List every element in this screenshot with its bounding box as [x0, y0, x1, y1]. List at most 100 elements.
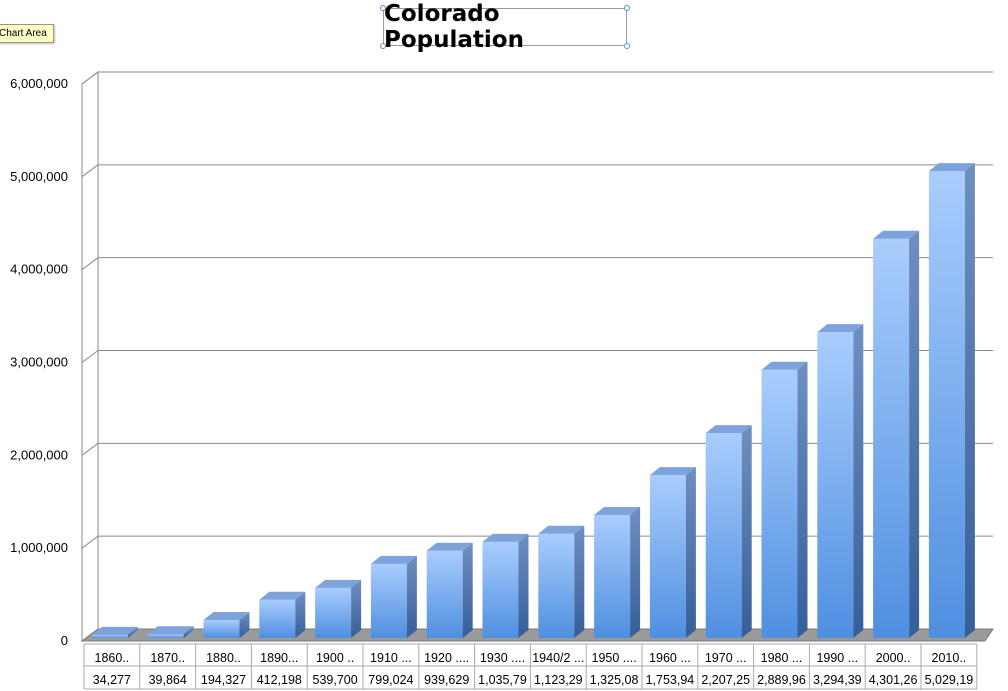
- bar-side: [462, 542, 473, 638]
- y-tick-label: 0: [61, 633, 68, 648]
- category-label: 1940/2 ...: [532, 651, 584, 665]
- bar-top: [873, 230, 920, 239]
- category-label: 1930 ....: [480, 651, 525, 665]
- category-label: 1950 ....: [592, 651, 637, 665]
- bar-top: [817, 324, 864, 333]
- category-label: 1910 ...: [370, 651, 412, 665]
- gridline-diagonal: [81, 164, 99, 178]
- gridline-diagonal: [81, 442, 99, 456]
- bar: [203, 611, 250, 638]
- category-label: 1890...: [260, 651, 298, 665]
- category-label: 1860..: [95, 651, 130, 665]
- bar-side: [295, 591, 306, 638]
- bar-front: [928, 171, 965, 638]
- data-label: 412,198: [257, 673, 302, 687]
- bar-top: [761, 361, 808, 370]
- data-label: 4,301,26: [869, 673, 918, 687]
- bar: [91, 626, 138, 638]
- bar-top: [259, 591, 306, 600]
- data-label: 1,035,79: [478, 673, 527, 687]
- bar-top: [649, 467, 696, 476]
- bar-front: [538, 533, 575, 638]
- bar: [315, 579, 362, 638]
- category-label: 1960 ...: [649, 651, 691, 665]
- bar: [649, 467, 696, 638]
- bar: [928, 163, 975, 638]
- bar-front: [203, 619, 240, 638]
- bar-side: [797, 361, 808, 638]
- bar: [873, 230, 920, 639]
- bar-side: [183, 626, 194, 638]
- bar-front: [649, 475, 686, 638]
- category-label: 1880..: [206, 651, 241, 665]
- category-label: 1970 ...: [705, 651, 747, 665]
- bar-side: [741, 425, 752, 638]
- data-label: 2,207,25: [701, 673, 750, 687]
- bar-side: [239, 611, 250, 638]
- bar: [426, 542, 473, 638]
- resize-handle-bottom-right[interactable]: [624, 43, 630, 49]
- y-tick-label: 5,000,000: [10, 169, 68, 184]
- bar-top: [370, 555, 417, 564]
- bar-front: [594, 514, 631, 638]
- bar-top: [315, 579, 362, 588]
- bar-front: [482, 541, 519, 638]
- chart-title-box[interactable]: Colorado Population: [380, 1, 630, 53]
- bar-top: [147, 626, 194, 635]
- resize-handle-top-left[interactable]: [380, 5, 386, 11]
- bar-side: [685, 467, 696, 638]
- y-tick-label: 3,000,000: [10, 355, 68, 370]
- bar-front: [705, 433, 742, 638]
- data-label: 799,024: [368, 673, 413, 687]
- bar-top: [426, 542, 473, 551]
- bar-front: [259, 599, 296, 638]
- category-label: 1870..: [150, 651, 185, 665]
- resize-handle-top-right[interactable]: [624, 5, 630, 11]
- bar-front: [817, 332, 854, 638]
- bar-side: [853, 324, 864, 638]
- category-label: 2000..: [876, 651, 911, 665]
- data-label: 39,864: [149, 673, 187, 687]
- y-tick-label: 6,000,000: [10, 76, 68, 91]
- data-label: 5,029,19: [925, 673, 974, 687]
- chart-area-tooltip: Chart Area: [0, 24, 54, 43]
- data-table: 1860.. 34,277 1870.. 39,864 1880.. 194,327 189…: [83, 643, 978, 690]
- bar: [370, 555, 417, 638]
- bar-top: [928, 163, 975, 172]
- bar: [259, 591, 306, 638]
- data-label: 1,753,94: [646, 673, 695, 687]
- bar: [147, 626, 194, 638]
- gridline-diagonal: [81, 535, 99, 549]
- bar-side: [964, 163, 975, 638]
- bar: [817, 324, 864, 638]
- bar-front: [91, 634, 128, 638]
- bar-front: [873, 238, 910, 639]
- bar-front: [315, 587, 352, 638]
- bar-front: [426, 550, 463, 638]
- bar-front: [761, 369, 798, 638]
- bar-top: [482, 533, 529, 542]
- data-label: 194,327: [201, 673, 246, 687]
- bar: [482, 533, 529, 638]
- bar-top: [594, 506, 641, 515]
- y-tick-label: 2,000,000: [10, 447, 68, 462]
- bar: [538, 525, 585, 638]
- data-label: 2,889,96: [757, 673, 806, 687]
- category-label: 1990 ...: [816, 651, 858, 665]
- data-label: 1,325,08: [590, 673, 639, 687]
- category-label: 2010..: [932, 651, 967, 665]
- bars: [91, 163, 975, 639]
- resize-handle-bottom-left[interactable]: [380, 43, 386, 49]
- data-label: 539,700: [313, 673, 358, 687]
- category-label: 1900 ..: [316, 651, 354, 665]
- bar-top: [91, 626, 138, 635]
- data-label: 3,294,39: [813, 673, 862, 687]
- bar-side: [574, 525, 585, 638]
- chart-title: Colorado Population: [384, 1, 524, 53]
- category-label: 1980 ...: [761, 651, 803, 665]
- bar-side: [127, 626, 138, 638]
- y-axis-tick-labels: 0 1,000,000 2,000,000 3,000,000 4,000,000 5,0…: [10, 76, 68, 648]
- data-label: 34,277: [93, 673, 131, 687]
- bar-side: [518, 533, 529, 638]
